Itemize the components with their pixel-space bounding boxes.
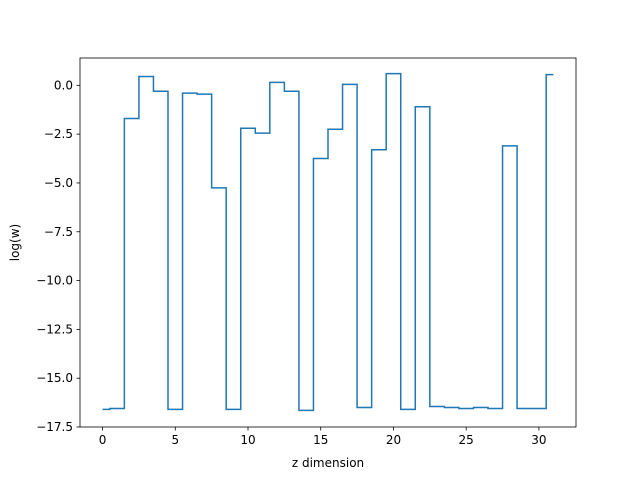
y-tick-label: −12.5 [36,322,73,336]
x-tick-label: 30 [531,433,546,447]
y-tick-label: −10.0 [36,274,73,288]
y-tick-label: −7.5 [44,225,73,239]
y-axis-label: log(w) [8,224,22,261]
y-tick-label: −17.5 [36,420,73,434]
x-tick-label: 10 [240,433,255,447]
x-axis-ticks: 0 5 10 15 20 25 30 [99,427,547,447]
x-tick-label: 25 [459,433,474,447]
y-axis-ticks: −17.5 −15.0 −12.5 −10.0 −7.5 −5.0 −2.5 0.0 [36,78,80,434]
y-tick-label: −15.0 [36,371,73,385]
series-line [102,72,554,412]
y-tick-label: −2.5 [44,127,73,141]
x-tick-label: 15 [313,433,328,447]
y-tick-label: −5.0 [44,176,73,190]
plot-area [102,72,554,412]
x-tick-label: 20 [386,433,401,447]
axes-frame [79,57,577,428]
x-tick-label: 5 [171,433,179,447]
x-axis-label: z dimension [292,456,364,470]
y-tick-label: 0.0 [54,78,73,92]
x-tick-label: 0 [99,433,107,447]
